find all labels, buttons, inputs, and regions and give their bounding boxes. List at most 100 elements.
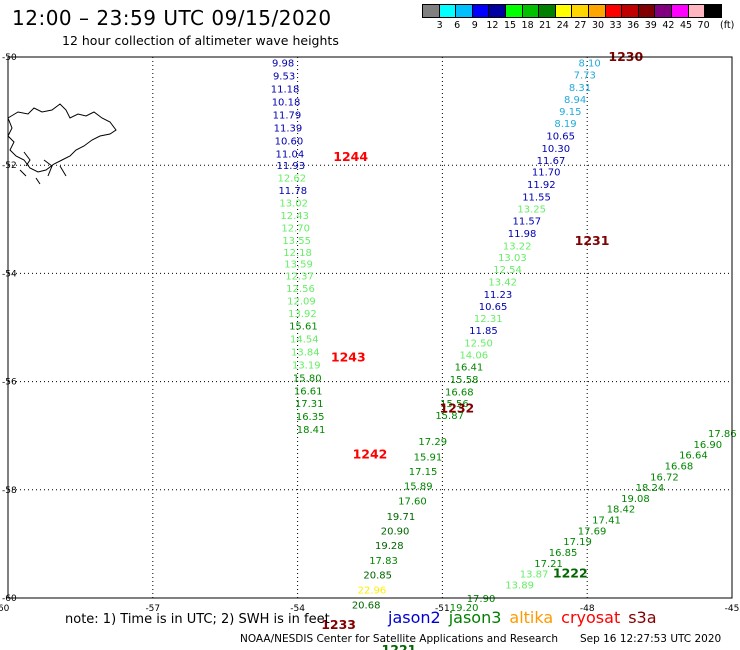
wave-height-label: 19.08 bbox=[621, 494, 650, 505]
legend-label: 15 bbox=[503, 20, 517, 31]
time-label: 1231 bbox=[575, 233, 610, 248]
track-1: 9.989.5311.1810.1811.7911.3910.6011.0411… bbox=[271, 58, 326, 436]
legend-label: 9 bbox=[471, 20, 478, 31]
wave-height-label: 20.90 bbox=[381, 526, 410, 537]
wave-height-label: 10.65 bbox=[546, 131, 575, 142]
wave-height-label: 8.19 bbox=[554, 119, 576, 130]
legend-label: (ft) bbox=[720, 20, 735, 31]
falkland-islands-outline bbox=[7, 103, 117, 185]
note-text: note: 1) Time is in UTC; 2) SWH is in fe… bbox=[65, 612, 330, 627]
chart-subtitle: 12 hour collection of altimeter wave hei… bbox=[62, 33, 339, 48]
satellite-altika: altika bbox=[509, 608, 554, 627]
wave-height-label: 12.31 bbox=[474, 314, 503, 325]
wave-height-label: 17.90 bbox=[467, 594, 496, 605]
wave-height-label: 17.60 bbox=[398, 497, 427, 508]
wave-height-label: 20.85 bbox=[363, 571, 392, 582]
chart-title: 12:00 – 23:59 UTC 09/15/2020 bbox=[12, 6, 332, 30]
color-legend: 3 6 9 12 15 18 21 24 27 30 33 36 39 42 45 70 (ft) bbox=[422, 4, 734, 32]
legend-label: 42 bbox=[662, 20, 675, 31]
wave-height-label: 16.61 bbox=[294, 386, 323, 397]
y-tick-label: -52 bbox=[2, 161, 17, 171]
y-tick-label: -56 bbox=[2, 378, 17, 388]
x-tick-label: -54 bbox=[290, 604, 305, 614]
wave-height-label: 16.90 bbox=[694, 440, 723, 451]
wave-height-label: 12.56 bbox=[286, 284, 315, 295]
legend-label: 18 bbox=[521, 20, 534, 31]
wave-height-label: 17.41 bbox=[592, 516, 621, 527]
wave-height-label: 11.98 bbox=[508, 229, 537, 240]
legend-swatch bbox=[704, 4, 722, 18]
wave-height-label: 20.68 bbox=[352, 600, 381, 611]
legend-label: 3 bbox=[436, 20, 443, 31]
legend-label: 36 bbox=[627, 20, 640, 31]
wave-height-label: 11.23 bbox=[484, 290, 513, 301]
wave-height-label: 15.91 bbox=[414, 452, 443, 463]
wave-height-label: 22.96 bbox=[358, 585, 387, 596]
wave-height-label: 11.92 bbox=[527, 180, 556, 191]
wave-height-label: 10.18 bbox=[272, 97, 301, 108]
track-2: 17.29 15.91 17.15 15.89 17.60 19.71 20.90 19.28… bbox=[352, 437, 447, 611]
time-label: 1232 bbox=[439, 401, 474, 416]
wave-height-label: 11.93 bbox=[277, 161, 306, 172]
wave-height-label: 12.70 bbox=[281, 223, 310, 234]
satellite-legend: jason2 jason3 altika cryosat s3a bbox=[388, 608, 665, 627]
map-axes: -60 -57 -54 -51 -48 -45 -50 -52 -54 -56 -58 -60 bbox=[0, 53, 739, 614]
wave-height-label: 16.68 bbox=[445, 387, 474, 398]
wave-height-label: 17.69 bbox=[578, 526, 607, 537]
x-tick-label: -48 bbox=[580, 604, 595, 614]
land-mass bbox=[7, 103, 117, 185]
wave-height-label: 11.67 bbox=[537, 156, 566, 167]
wave-height-label: 15.58 bbox=[450, 375, 479, 386]
wave-height-label: 18.41 bbox=[297, 425, 326, 436]
wave-height-label: 12.54 bbox=[493, 265, 522, 276]
wave-height-label: 18.24 bbox=[636, 483, 665, 494]
wave-height-label: 13.92 bbox=[288, 309, 317, 320]
legend-label: 21 bbox=[539, 20, 552, 31]
wave-height-label: 17.29 bbox=[418, 437, 447, 448]
map-grid bbox=[7, 56, 733, 599]
legend-label: 6 bbox=[454, 20, 461, 31]
wave-height-label: 12.18 bbox=[283, 248, 312, 259]
wave-height-label: 16.35 bbox=[296, 412, 325, 423]
wave-height-label: 17.83 bbox=[369, 556, 398, 567]
wave-height-label: 16.64 bbox=[679, 451, 708, 462]
wave-height-label: 13.19 bbox=[292, 360, 321, 371]
legend-label: 30 bbox=[591, 20, 605, 31]
legend-color-bar bbox=[422, 4, 722, 18]
wave-height-label: 9.53 bbox=[273, 71, 295, 82]
legend-label: 27 bbox=[574, 20, 587, 31]
wave-height-label: 11.78 bbox=[278, 186, 307, 197]
wave-height-label: 7.73 bbox=[574, 70, 596, 81]
satellite-s3a: s3a bbox=[628, 608, 657, 627]
wave-height-label: 17.19 bbox=[563, 537, 592, 548]
x-tick-label: -51 bbox=[435, 604, 450, 614]
footer-timestamp: Sep 16 12:27:53 UTC 2020 bbox=[580, 633, 722, 645]
wave-height-label: 17.86 bbox=[708, 429, 737, 440]
y-tick-label: -60 bbox=[2, 594, 17, 604]
wave-height-label: 12.62 bbox=[277, 174, 306, 185]
y-tick-label: -54 bbox=[2, 269, 17, 279]
time-label: 1233 bbox=[321, 617, 356, 632]
wave-height-label: 9.15 bbox=[559, 107, 581, 118]
altimeter-tracks: 9.989.5311.1810.1811.7911.3910.6011.0411… bbox=[271, 58, 737, 614]
wave-height-label: 8.94 bbox=[564, 95, 586, 106]
legend-label: 33 bbox=[609, 20, 622, 31]
wave-height-label: 12.50 bbox=[464, 339, 493, 350]
wave-height-label: 10.30 bbox=[542, 144, 571, 155]
wave-height-label: 13.02 bbox=[279, 199, 308, 210]
wave-height-label: 18.42 bbox=[607, 505, 636, 516]
y-tick-label: -58 bbox=[2, 486, 17, 496]
wave-height-label: 15.80 bbox=[293, 373, 322, 384]
satellite-jason3: jason3 bbox=[448, 608, 502, 627]
wave-height-label: 17.21 bbox=[534, 559, 563, 570]
wave-height-label: 13.59 bbox=[284, 260, 313, 271]
track-4: 17.8616.9016.6416.6816.7218.2419.0818.42… bbox=[450, 429, 737, 614]
wave-height-label: 12.43 bbox=[280, 211, 309, 222]
legend-label: 39 bbox=[644, 20, 657, 31]
wave-height-label: 8.31 bbox=[569, 83, 591, 94]
wave-height-label: 19.71 bbox=[387, 512, 416, 523]
wave-height-label: 13.22 bbox=[503, 241, 532, 252]
x-tick-label: -45 bbox=[725, 604, 740, 614]
wave-height-label: 13.89 bbox=[505, 580, 534, 591]
legend-label: 70 bbox=[697, 20, 710, 31]
